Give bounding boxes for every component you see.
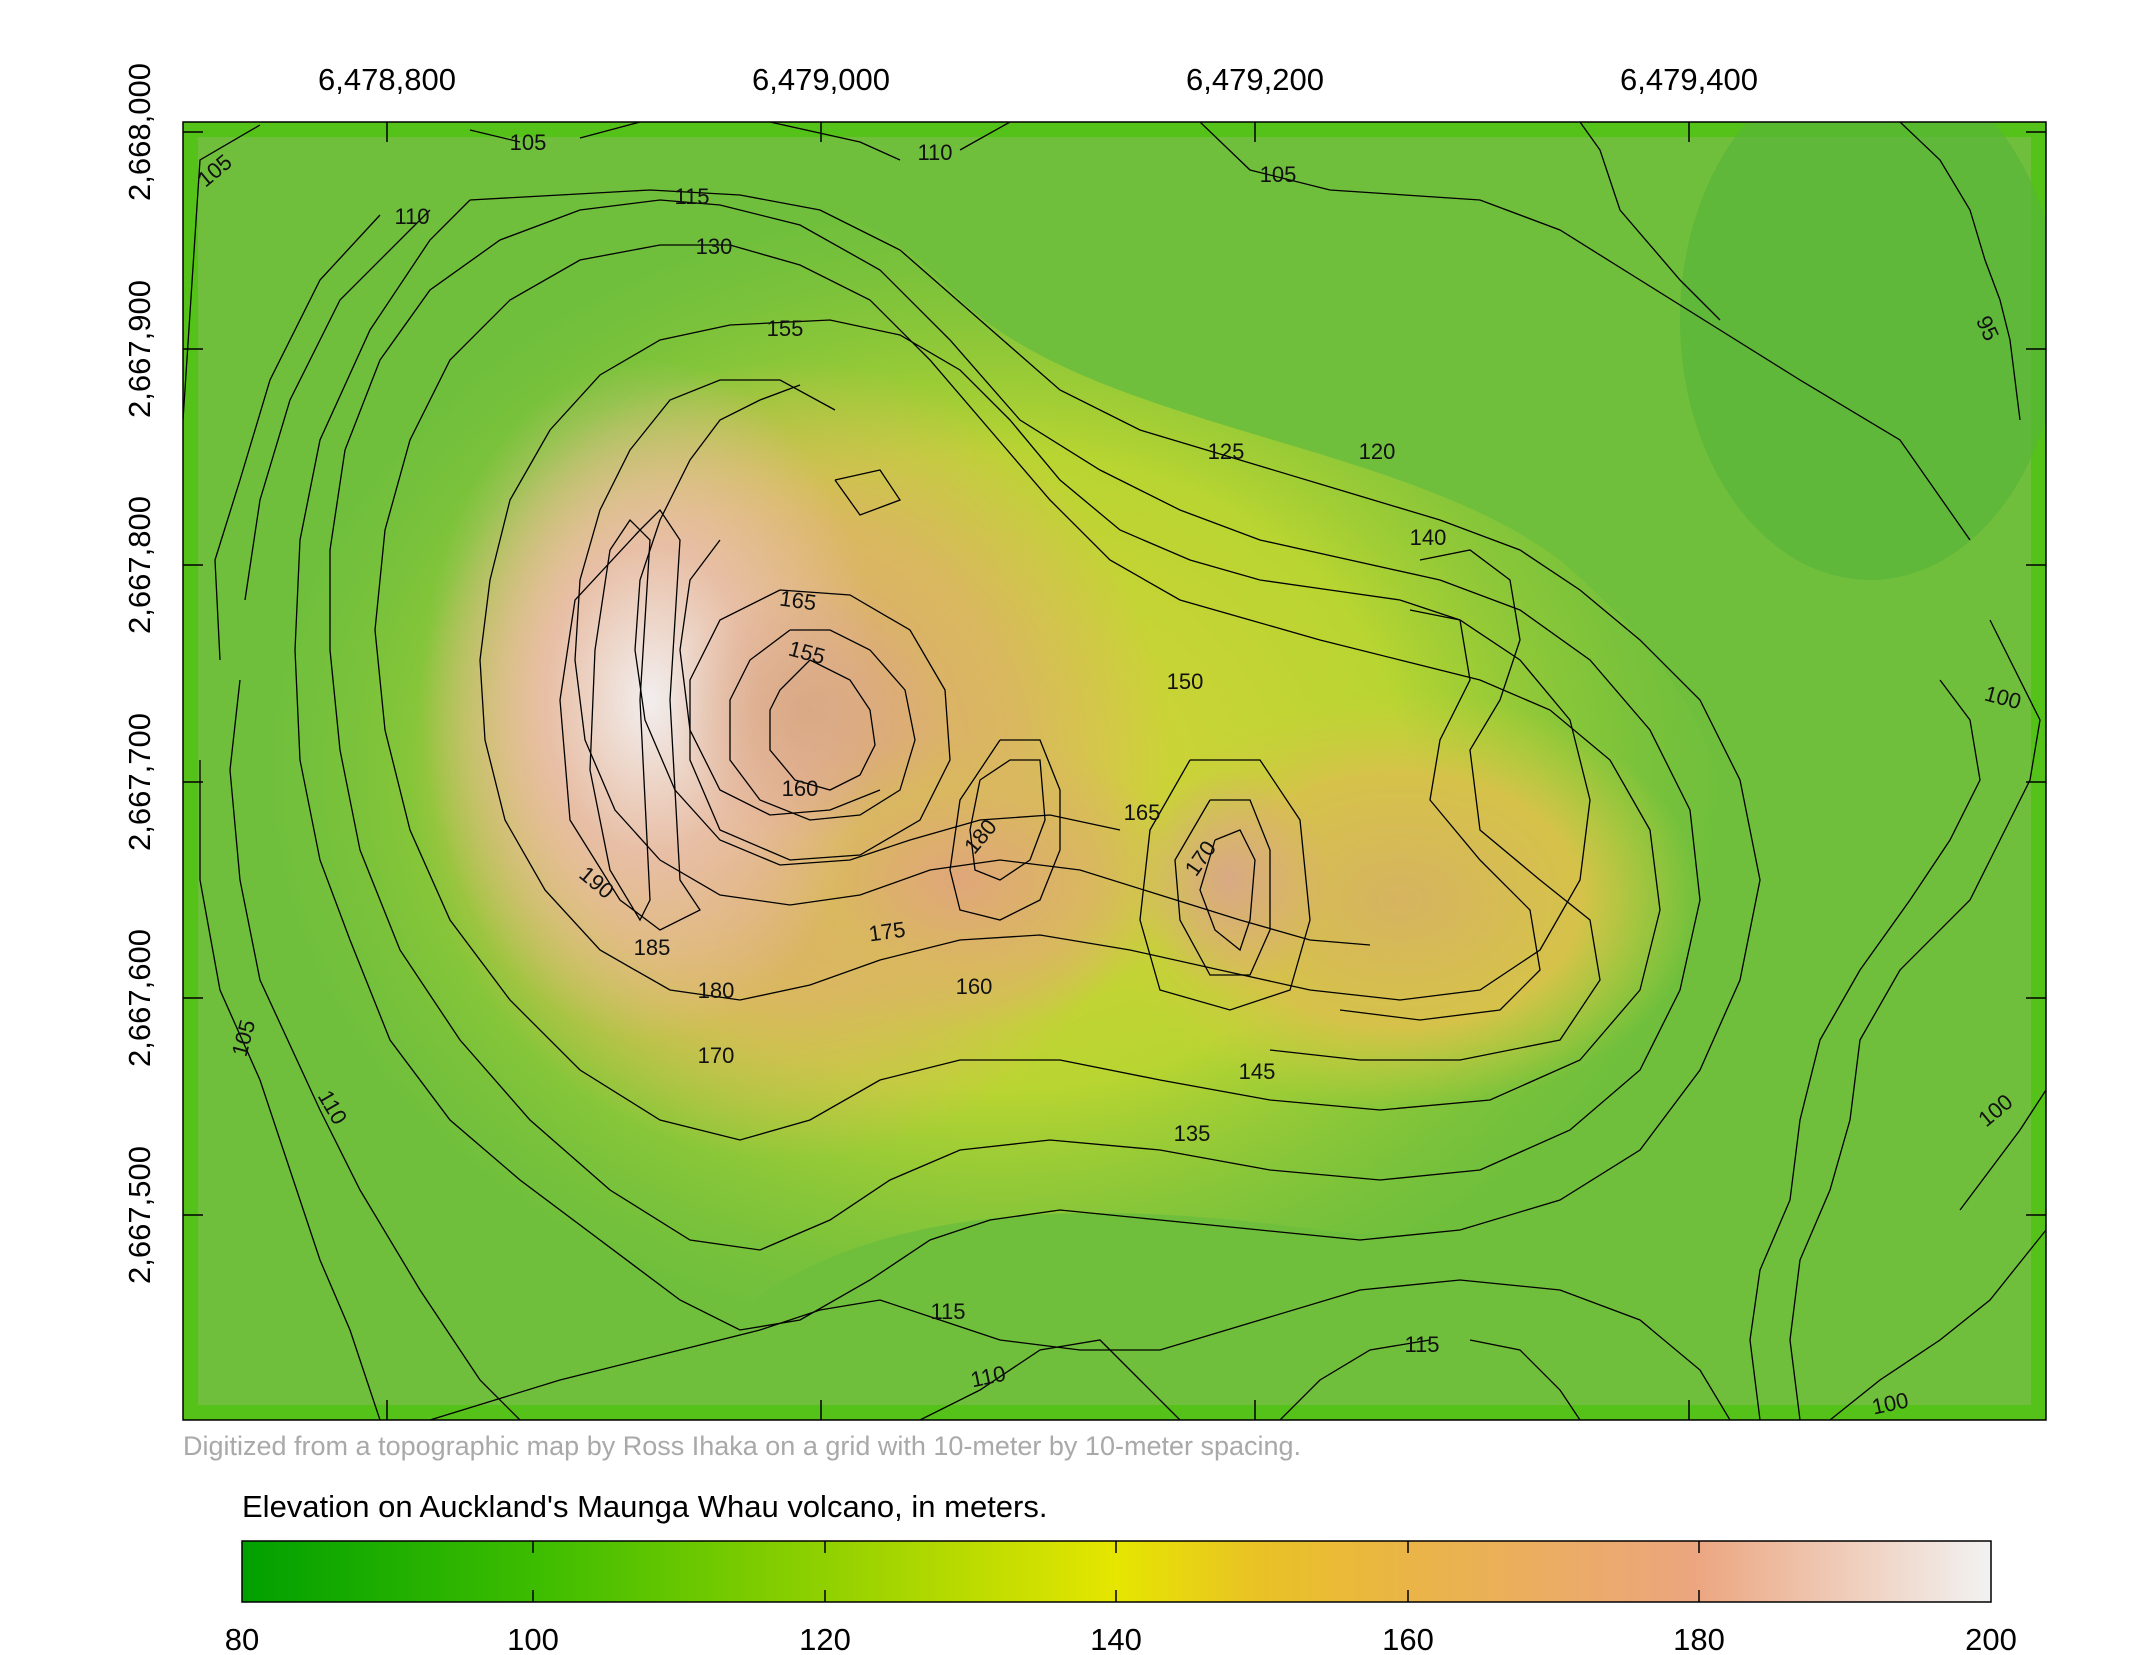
contour-label: 135 [1174,1121,1211,1146]
contour-line [429,1279,1731,1420]
contour-label: 165 [1124,800,1161,825]
east-cone-fill [1130,770,1330,990]
contour-label: 140 [1410,525,1447,550]
legend-tick-label: 160 [1382,1622,1434,1655]
contour-lines [183,122,2046,1420]
contour-label: 170 [698,1043,735,1068]
contour-label: 115 [1404,1332,1439,1357]
legend-tick-label: 200 [1965,1622,2017,1655]
contour-line [479,319,1591,1001]
contour-line [679,539,881,816]
legend-tick-label: 80 [225,1622,259,1655]
contour-label: 105 [510,130,547,155]
y-tick-label: 2,667,800 [122,496,157,634]
contour-label: 115 [930,1299,965,1324]
axis-tick-marks [183,122,2046,1420]
contour-line [1139,759,1311,1011]
x-tick-label: 6,479,400 [1620,62,1758,97]
contour-line [1789,619,2041,1420]
contour-line [1269,549,1601,1061]
contour-line [919,1339,1181,1420]
contour-line [214,214,381,661]
contour-line [1579,122,1721,321]
legend-tick-label: 180 [1673,1622,1725,1655]
contour-line [1174,799,1271,976]
contour-label: 180 [698,978,735,1003]
color-legend: Elevation on Auckland's Maunga Whau volc… [225,1489,2017,1655]
contour-line [1279,1339,1581,1420]
contour-line [634,384,1121,866]
contour-line [769,659,876,791]
contour-line [1339,609,1541,1021]
contour-line [374,244,1661,1141]
contour-line [199,760,381,1420]
contour-line [229,679,521,1420]
contour-label: 120 [1359,439,1396,464]
contour-line [1199,829,1256,952]
contour-line [574,379,1371,946]
y-tick-label: 2,667,500 [122,1146,157,1284]
legend-tick-label: 100 [507,1622,559,1655]
y-tick-label: 2,667,600 [122,929,157,1067]
contour-label: 115 [674,184,709,209]
y-tick-label: 2,668,000 [122,63,157,201]
contour-label: 110 [394,204,429,229]
contour-label: 175 [867,917,907,947]
contour-line [689,589,951,861]
y-tick-label: 2,667,700 [122,713,157,851]
legend-tick-marks [532,1541,1700,1602]
contour-line [949,739,1061,921]
contour-label: 125 [1208,439,1245,464]
x-axis: 6,478,800 6,479,000 6,479,200 6,479,400 [318,62,1758,97]
contour-label: 150 [1167,669,1204,694]
contour-line [294,189,1761,1331]
contour-line [834,469,901,516]
contour-line [1749,679,1981,1420]
contour-label: 160 [956,974,993,999]
contour-label: 130 [696,234,733,259]
contour-label: 145 [1239,1059,1276,1084]
legend-tick-label: 140 [1090,1622,1142,1655]
contour-line [244,209,431,601]
x-tick-label: 6,478,800 [318,62,456,97]
contour-line [469,122,1971,541]
contour-line [329,199,1701,1251]
contour-label: 165 [778,586,818,616]
contour-line [969,759,1046,881]
contour-line [1959,1089,2046,1211]
west-summit-fill [420,360,880,1040]
x-tick-label: 6,479,200 [1186,62,1324,97]
contour-line [183,124,261,421]
contour-line [1899,122,2021,421]
legend-title: Elevation on Auckland's Maunga Whau volc… [242,1489,1048,1524]
contour-line [1829,1229,2046,1420]
contour-label: 185 [634,935,671,960]
northeast-low [1680,122,2046,580]
y-tick-label: 2,667,900 [122,280,157,418]
y-axis: 2,668,000 2,667,900 2,667,800 2,667,700 … [122,63,157,1284]
contour-label: 110 [917,140,952,165]
contour-label: 155 [767,316,804,341]
contour-line [559,508,701,931]
legend-tick-label: 120 [799,1622,851,1655]
contour-line [729,629,916,821]
contour-label: 105 [1260,162,1297,187]
plot-frame [182,121,2047,1421]
contour-label: 160 [782,776,819,801]
credit-text: Digitized from a topographic map by Ross… [183,1431,1301,1461]
x-tick-label: 6,479,000 [752,62,890,97]
crater-floor-fill [670,580,950,840]
